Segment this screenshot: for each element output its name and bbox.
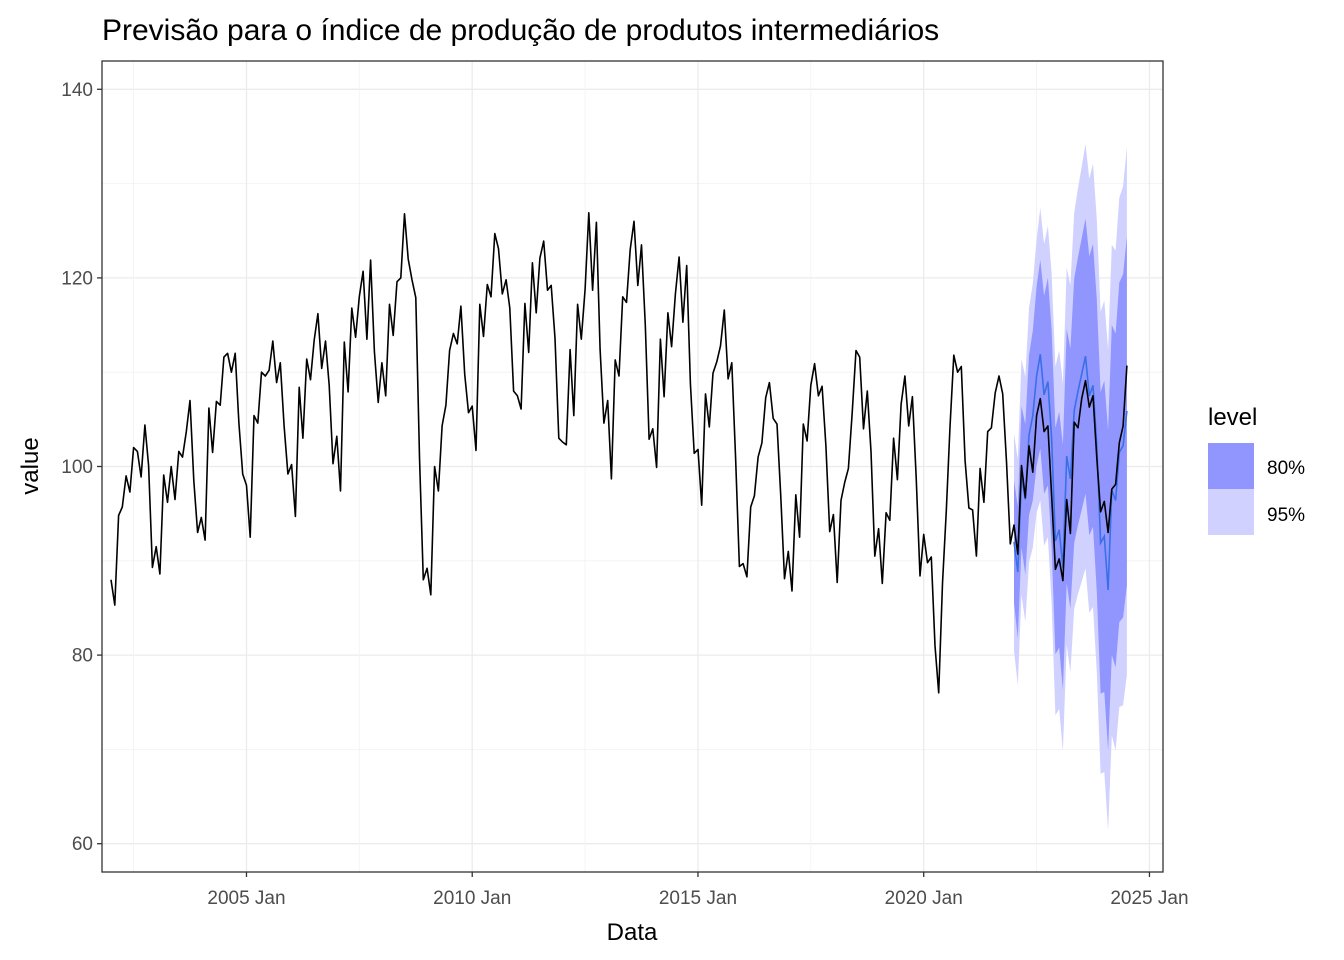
x-tick-label: 2020 Jan [885, 888, 963, 909]
band-80 [1014, 218, 1127, 751]
y-axis: 60 80 100 120 140 [61, 80, 102, 855]
observed-series [110, 212, 1128, 694]
x-tick-label: 2005 Jan [207, 888, 285, 909]
y-axis-title: value [17, 437, 44, 494]
legend-label-80: 80% [1267, 458, 1305, 479]
x-tick-label: 2010 Jan [433, 888, 511, 909]
chart-title: Previsão para o índice de produção de pr… [102, 14, 939, 47]
legend-title: level [1208, 404, 1257, 431]
y-tick-label: 120 [61, 268, 93, 289]
grid-lines [102, 61, 1163, 872]
y-tick-label: 80 [72, 646, 93, 667]
legend-key-95 [1208, 489, 1254, 535]
x-tick-label: 2015 Jan [659, 888, 737, 909]
x-axis-title: Data [607, 919, 658, 946]
y-tick-label: 100 [61, 457, 93, 478]
legend: level 80% 95% [1208, 404, 1305, 535]
x-axis: 2005 Jan 2010 Jan 2015 Jan 2020 Jan 2025 Jan [207, 872, 1189, 909]
y-tick-label: 140 [61, 80, 93, 101]
prediction-interval-80 [1014, 218, 1127, 751]
observed-line [110, 212, 1128, 694]
x-tick-label: 2025 Jan [1110, 888, 1188, 909]
legend-key-80 [1208, 443, 1254, 489]
legend-label-95: 95% [1267, 505, 1305, 526]
forecast-line [1013, 354, 1128, 591]
y-tick-label: 60 [72, 834, 93, 855]
forecast-series [1013, 354, 1128, 591]
